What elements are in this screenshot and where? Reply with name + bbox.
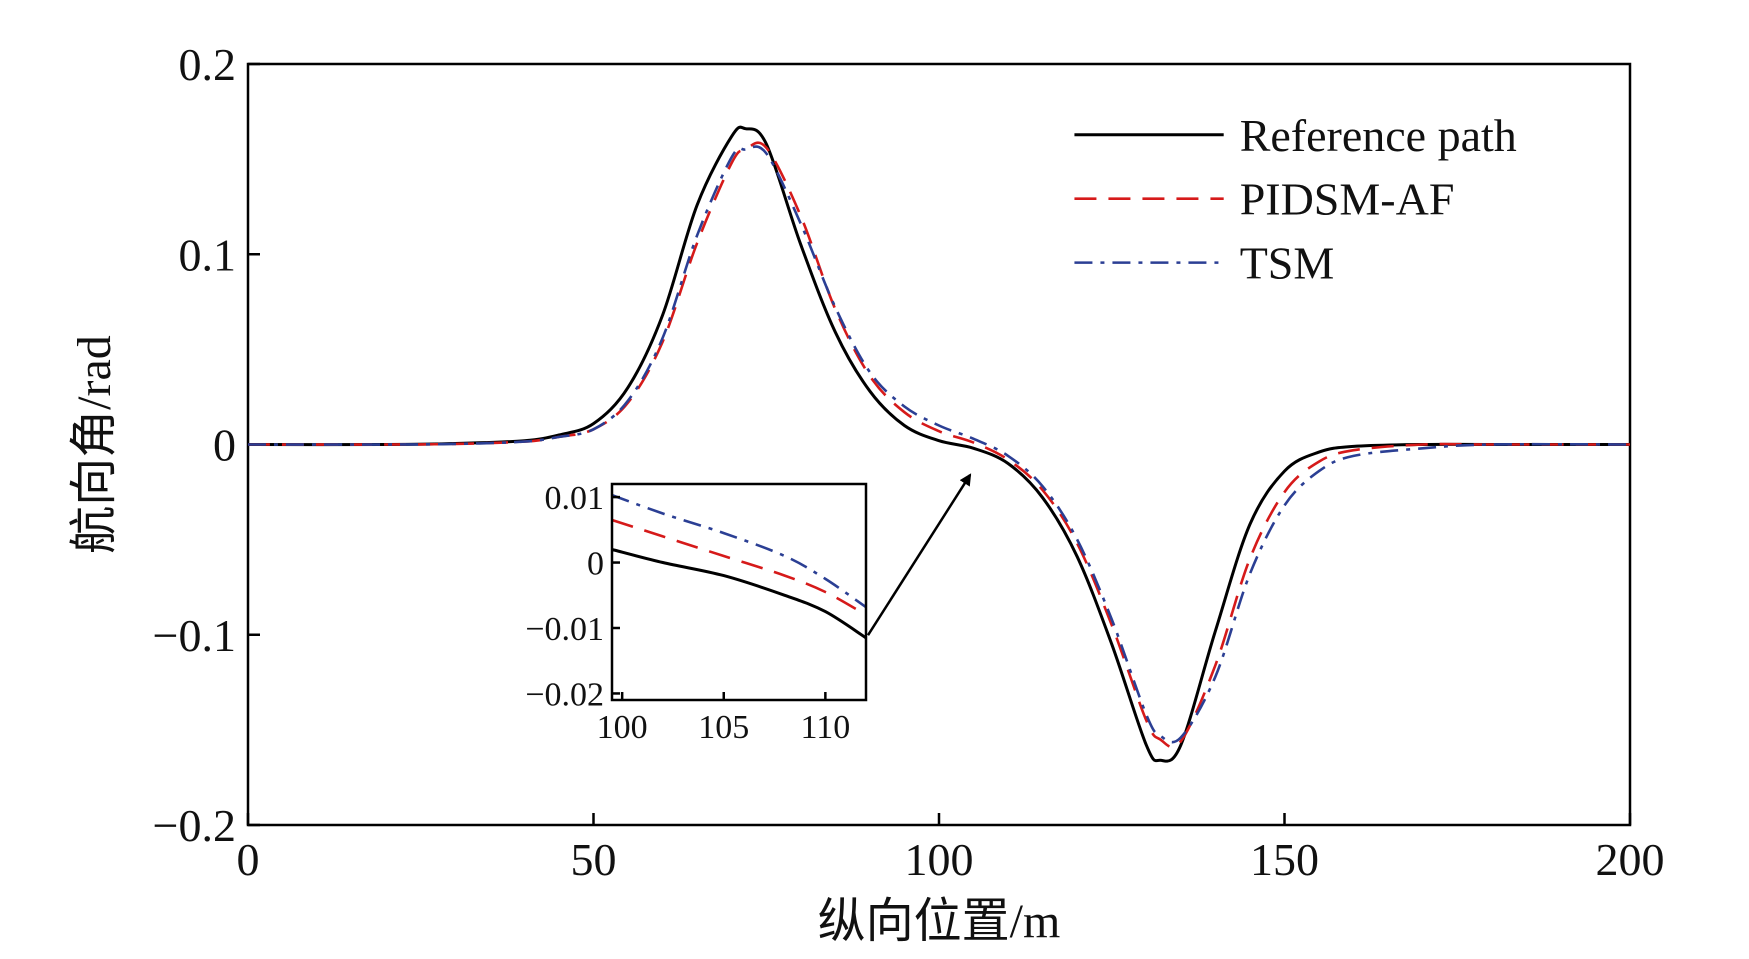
- y-axis-label: 航向角/rad: [68, 335, 121, 554]
- zoom-arrow: [866, 473, 972, 636]
- series-line-reference-path: [247, 125, 1630, 763]
- inset-y-tick-label: 0: [587, 546, 604, 583]
- inset-x-tick-label: 105: [698, 709, 749, 746]
- inset-plot: 100 105 110 0.01 0 −0.01 −0.02: [525, 480, 868, 746]
- inset-x-tick-label: 110: [800, 709, 850, 746]
- legend-label-tsm: TSM: [1240, 238, 1335, 289]
- main-series-group: [247, 125, 1631, 763]
- x-tick-label: 200: [1596, 834, 1665, 885]
- y-tick-label: −0.2: [153, 800, 236, 851]
- legend: Reference path PIDSM-AF TSM: [1074, 110, 1517, 289]
- inset-axis-ticks: 100 105 110 0.01 0 −0.01 −0.02: [525, 480, 850, 746]
- y-tick-label: 0: [213, 420, 236, 471]
- inset-series-line-reference-path: [611, 548, 867, 640]
- y-tick-label: 0.1: [179, 229, 237, 280]
- legend-label-pidsm-af: PIDSM-AF: [1240, 174, 1455, 225]
- inset-y-tick-label: 0.01: [545, 480, 605, 517]
- x-tick-label: 50: [571, 834, 617, 885]
- inset-series-line-pidsm-af: [611, 518, 867, 617]
- main-plot: 0 50 100 150 200 0.2 0.1 0 −0.1 −0.2: [153, 39, 1665, 885]
- inset-background: [612, 484, 866, 700]
- x-tick-label: 0: [237, 834, 260, 885]
- inset-frame: [610, 482, 868, 702]
- inset-series-line-tsm: [611, 493, 867, 609]
- zoom-arrow-line: [866, 473, 972, 636]
- y-tick-label: −0.1: [153, 610, 236, 661]
- main-axis-ticks: 0 50 100 150 200 0.2 0.1 0 −0.1 −0.2: [153, 39, 1665, 885]
- x-tick-label: 150: [1250, 834, 1319, 885]
- inset-y-tick-label: −0.02: [525, 676, 604, 713]
- series-line-tsm: [247, 145, 1631, 744]
- y-tick-label: 0.2: [179, 39, 237, 90]
- x-tick-label: 100: [905, 834, 974, 885]
- inset-x-tick-label: 100: [597, 709, 648, 746]
- legend-label-reference-path: Reference path: [1240, 110, 1517, 161]
- inset-series-group: [611, 493, 867, 640]
- x-axis-label: 纵向位置/m: [818, 895, 1061, 948]
- inset-y-tick-label: −0.01: [525, 611, 604, 648]
